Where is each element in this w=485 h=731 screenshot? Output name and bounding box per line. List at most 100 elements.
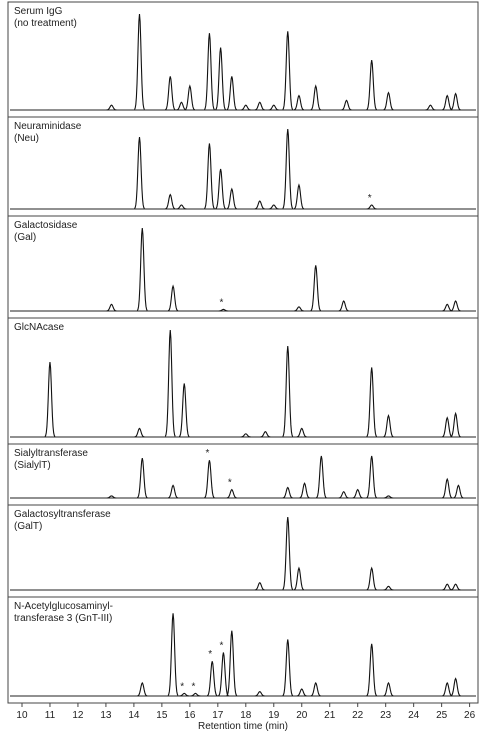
peak (215, 47, 226, 110)
peak (450, 300, 461, 312)
peak (310, 681, 321, 697)
x-tick-label: 20 (296, 710, 308, 721)
panel-title: (Neu) (14, 133, 39, 144)
peak (167, 284, 179, 312)
x-tick-label: 25 (436, 710, 448, 721)
peak (204, 143, 215, 209)
peak (450, 583, 461, 591)
peak (268, 104, 279, 111)
peak (338, 300, 349, 312)
panel-title: (Gal) (14, 232, 36, 243)
peak (282, 128, 294, 209)
peak (450, 677, 461, 697)
peak (254, 581, 265, 591)
peak (366, 367, 378, 437)
peak (366, 204, 377, 210)
peak (299, 482, 310, 499)
peak (282, 486, 293, 499)
peak (352, 488, 363, 499)
peak (383, 414, 394, 438)
peak (282, 516, 294, 590)
panel-title: (no treatment) (14, 18, 77, 29)
peak (204, 33, 215, 110)
peak-annotation: * (180, 681, 184, 692)
peak (442, 477, 453, 499)
peak (383, 495, 394, 499)
x-tick-label: 21 (324, 710, 336, 721)
peak (240, 104, 251, 111)
panel-title: (GalT) (14, 521, 42, 532)
x-tick-label: 13 (100, 710, 112, 721)
peak (106, 495, 117, 499)
peak (453, 484, 464, 499)
peak (215, 168, 226, 210)
peak (167, 484, 179, 499)
x-tick-label: 23 (380, 710, 392, 721)
frame (7, 1, 479, 704)
peak (293, 94, 305, 111)
peak (442, 583, 453, 591)
panel-title: Serum IgG (14, 6, 63, 17)
peak (316, 455, 327, 499)
peak (338, 491, 349, 499)
panel-title: GlcNAcase (14, 322, 64, 333)
peak (254, 691, 265, 697)
peak (383, 585, 394, 591)
peak (310, 265, 322, 312)
peak (296, 427, 307, 438)
peak (383, 681, 394, 697)
peak (134, 13, 145, 110)
panel-title: Sialyltransferase (14, 448, 88, 459)
peak (383, 91, 394, 111)
peak (282, 639, 294, 697)
peak (260, 430, 271, 438)
panel-title: N-Acetylglucosaminyl- (14, 601, 113, 612)
peak (293, 566, 305, 591)
peak (425, 104, 436, 111)
peak (442, 416, 453, 438)
peak (296, 688, 307, 697)
peak (167, 613, 179, 696)
x-tick-label: 16 (184, 710, 196, 721)
panel-title: Galactosyltransferase (14, 509, 111, 520)
x-tick-label: 22 (352, 710, 364, 721)
peak-annotation: * (368, 193, 372, 204)
peak (366, 566, 377, 591)
peak (341, 99, 352, 111)
peak (268, 204, 279, 210)
peak-annotation: * (219, 641, 223, 652)
peak (44, 362, 56, 437)
x-tick-label: 11 (45, 710, 56, 721)
peak (293, 183, 305, 210)
x-tick-label: 17 (212, 710, 224, 721)
peak (240, 433, 251, 438)
peak (136, 457, 148, 499)
peak (134, 136, 145, 209)
peak (137, 681, 148, 697)
panel-title: Neuraminidase (14, 121, 82, 132)
peak (184, 84, 196, 111)
peak (176, 101, 187, 111)
peak (176, 204, 187, 210)
peak (226, 76, 238, 111)
peak (106, 303, 117, 312)
x-tick-label: 12 (72, 710, 84, 721)
peak (293, 306, 304, 312)
peak (179, 692, 190, 697)
peak-annotation: * (228, 478, 232, 489)
peak (190, 692, 201, 697)
peak (442, 94, 453, 111)
peak (165, 76, 176, 111)
peak (442, 681, 453, 697)
peak (226, 630, 238, 696)
peak (226, 187, 237, 210)
peak-annotation: * (219, 297, 223, 308)
peak (282, 31, 294, 110)
panel-title: Galactosidase (14, 220, 78, 231)
x-tick-label: 26 (464, 710, 476, 721)
peak (164, 329, 176, 437)
x-tick-label: 24 (408, 710, 420, 721)
peak (310, 84, 321, 111)
panel-title: transferase 3 (GnT-III) (14, 613, 112, 624)
